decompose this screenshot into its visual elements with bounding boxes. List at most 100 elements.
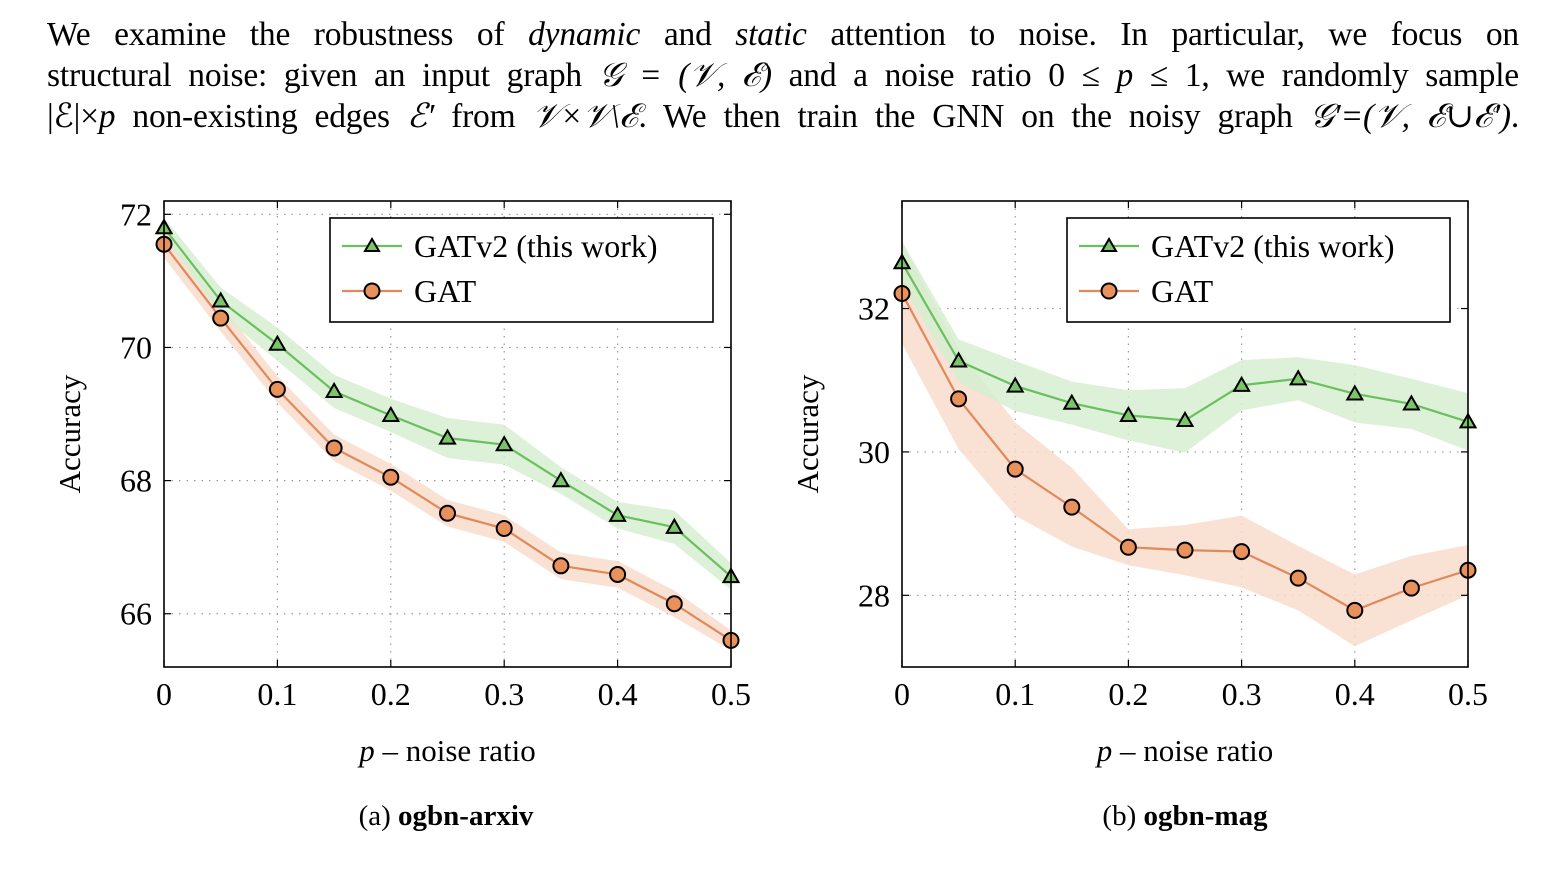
x-tick-label: 0.2 [1108, 676, 1148, 712]
y-axis-label: Accuracy [52, 374, 87, 493]
axes-frame [901, 200, 1469, 668]
y-tick-label: 32 [858, 291, 890, 327]
legend: GATv2 (this work) GAT [329, 217, 714, 323]
legend-label-gat: GAT [1151, 273, 1214, 309]
x-tick-label: 0 [156, 676, 172, 712]
caption-b-prefix: (b) [1102, 800, 1144, 832]
legend-label-gat: GAT [414, 273, 477, 309]
gatv2-data-point [949, 351, 968, 368]
x-axis-label: p – noise ratio [357, 733, 536, 768]
math-segment: 𝒱×𝒱\ℰ [532, 98, 639, 135]
legend-circle-marker-icon [1100, 282, 1118, 300]
math-segment: 𝒢′=(𝒱, ℰ∪ℰ′) [1309, 98, 1511, 135]
gatv2-data-point [324, 381, 344, 399]
caption-b: (b) ogbn-mag [935, 800, 1435, 833]
x-tick-label: 0.2 [371, 676, 411, 712]
text-segment: non-existing edges [115, 98, 407, 135]
x-tick-label: 0.1 [257, 676, 297, 712]
x-tick-label: 0.1 [995, 676, 1035, 712]
text-segment: structural noise: given an input graph [47, 57, 599, 94]
text-segment: and a noise ratio 0 ≤ [771, 57, 1117, 94]
y-tick-label: 70 [120, 329, 152, 365]
text-segment: We examine the robustness of [47, 16, 529, 53]
paragraph-line-1: We examine the robustness of dynamic and… [47, 14, 1519, 55]
gatv2-data-point [608, 505, 627, 522]
gat-data-point [268, 380, 286, 398]
x-axis-text: – noise ratio [375, 733, 536, 768]
gatv2-data-point [1402, 394, 1421, 411]
legend-box [329, 217, 714, 323]
x-tick-label: 0 [894, 676, 910, 712]
gatv2-data-point [1119, 405, 1138, 422]
text-segment: from [434, 98, 533, 135]
x-axis-variable: p [357, 733, 375, 768]
legend-circle-marker-icon [363, 282, 381, 300]
gat-data-point [1006, 460, 1024, 478]
gat-data-point [1402, 579, 1420, 597]
gatv2-data-point [211, 291, 230, 308]
x-tick-label: 0.5 [711, 676, 751, 712]
caption-a-dataset: ogbn-arxiv [398, 800, 534, 832]
text-segment: and [640, 16, 736, 53]
x-tick-label: 0.4 [1335, 676, 1375, 712]
gat-data-point [1119, 538, 1137, 556]
gat-data-point [1063, 498, 1081, 516]
gatv2-data-point [1345, 384, 1365, 401]
paragraph-line-3: |ℰ|×p non-existing edges ℰ′ from 𝒱×𝒱\ℰ. … [47, 96, 1519, 137]
math-segment: 𝒢 = (𝒱, ℰ) [598, 57, 772, 94]
figure-two-line-plots: 0 0.1 0.2 0.3 0.4 0.5 66 68 70 72 p – noise ratio A… [52, 196, 1488, 768]
x-tick-label: 0.4 [598, 676, 638, 712]
emphasis-segment: dynamic [528, 16, 641, 53]
axes-frame [163, 200, 732, 668]
emphasis-segment: static [735, 16, 807, 53]
legend-triangle-marker-icon [1100, 237, 1118, 252]
gatv2-data-point [268, 334, 287, 351]
gat-data-point [1346, 601, 1364, 619]
text-segment: . [1510, 98, 1519, 135]
x-tick-label: 0.5 [1448, 676, 1488, 712]
gat-data-point [1176, 541, 1194, 559]
y-tick-label: 66 [120, 596, 152, 632]
gatv2-data-point [494, 435, 514, 452]
y-tick-label: 28 [858, 577, 890, 613]
math-segment: p [1116, 57, 1134, 94]
legend-label-gatv2: GATv2 (this work) [414, 228, 658, 264]
text-segment: |ℰ|× [47, 98, 99, 135]
legend: GATv2 (this work) GAT [1066, 217, 1451, 323]
y-tick-label: 68 [120, 463, 152, 499]
y-tick-label: 72 [120, 196, 152, 232]
gatv2-data-point [551, 471, 571, 488]
gatv2-data-point [1005, 376, 1025, 393]
gat-data-point [212, 309, 230, 327]
gat-data-point [665, 595, 683, 613]
x-tick-label: 0.3 [1222, 676, 1262, 712]
gatv2-data-point [1175, 410, 1195, 428]
math-segment: p [98, 98, 116, 135]
math-segment: ℰ′ [406, 98, 435, 135]
x-axis-variable: p [1095, 733, 1113, 768]
text-segment: attention to noise. In particular, we fo… [806, 16, 1519, 53]
gatv2-data-point [1232, 375, 1251, 392]
gatv2-std-band [902, 241, 1468, 453]
caption-a: (a) ogbn-arxiv [196, 800, 696, 833]
gatv2-data-point [1288, 369, 1308, 386]
gat-data-point [439, 504, 456, 522]
gatv2-data-point [381, 405, 401, 422]
paragraph-line-2: structural noise: given an input graph 𝒢… [47, 55, 1519, 96]
gat-data-point [382, 468, 400, 486]
caption-a-prefix: (a) [358, 800, 399, 832]
gat-data-point [609, 565, 627, 583]
gatv2-data-point [1062, 393, 1082, 410]
gat-data-point [1233, 543, 1251, 561]
y-axis-label: Accuracy [790, 374, 825, 493]
legend-box [1066, 217, 1451, 323]
intro-paragraph: We examine the robustness of dynamic and… [47, 14, 1519, 137]
x-tick-label: 0.3 [484, 676, 524, 712]
gat-data-point [495, 520, 513, 538]
x-axis-label: p – noise ratio [1095, 733, 1274, 768]
y-tick-label: 30 [858, 434, 890, 470]
legend-label-gatv2: GATv2 (this work) [1151, 228, 1395, 264]
gat-data-point [325, 439, 343, 457]
gat-std-band [902, 243, 1468, 647]
gat-data-point [950, 390, 968, 408]
